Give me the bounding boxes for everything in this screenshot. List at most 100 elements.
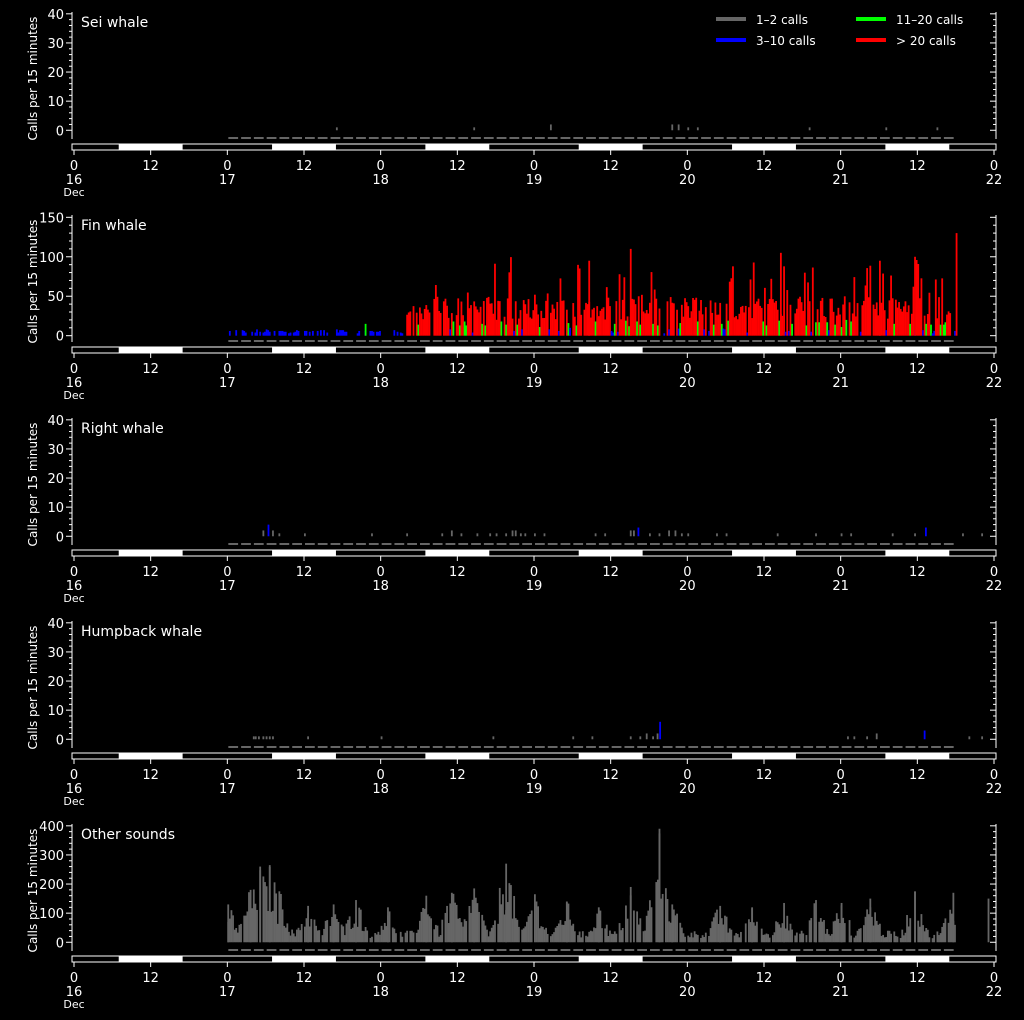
bar bbox=[633, 530, 635, 537]
bar bbox=[450, 313, 453, 336]
bar bbox=[730, 929, 733, 943]
bar bbox=[586, 304, 589, 336]
bar bbox=[489, 931, 492, 943]
bar bbox=[554, 319, 557, 336]
bar bbox=[767, 934, 769, 943]
bar bbox=[235, 330, 238, 336]
bar bbox=[850, 935, 853, 943]
bar bbox=[415, 932, 418, 943]
bar bbox=[248, 892, 250, 943]
y-tick-label: 30 bbox=[47, 443, 64, 458]
bar bbox=[883, 937, 886, 943]
bar bbox=[514, 301, 517, 336]
bar bbox=[893, 931, 896, 943]
bar bbox=[845, 319, 848, 336]
bar bbox=[468, 308, 471, 336]
bar bbox=[613, 323, 616, 336]
bar bbox=[288, 333, 290, 336]
bar bbox=[863, 300, 865, 336]
bars bbox=[335, 124, 939, 131]
bar bbox=[626, 918, 629, 943]
bar bbox=[490, 927, 493, 943]
x-day-label: 22 bbox=[986, 985, 1003, 1000]
bar bbox=[968, 736, 971, 740]
bar bbox=[594, 321, 597, 336]
bar bbox=[545, 927, 547, 943]
bar bbox=[781, 315, 784, 336]
bar bbox=[311, 330, 314, 336]
x-tick-label: 0 bbox=[223, 768, 231, 783]
bar bbox=[508, 883, 511, 943]
bar bbox=[613, 931, 616, 943]
bar bbox=[562, 300, 565, 336]
bar bbox=[716, 909, 718, 943]
bar bbox=[310, 918, 313, 943]
bar bbox=[241, 330, 244, 336]
bar bbox=[688, 937, 691, 943]
bar bbox=[495, 533, 498, 537]
bar bbox=[447, 923, 450, 943]
bar bbox=[800, 930, 803, 943]
bar bbox=[621, 927, 624, 943]
bar bbox=[770, 278, 773, 336]
bar bbox=[725, 916, 728, 943]
x-day-label: 17 bbox=[219, 376, 236, 391]
bar bbox=[685, 302, 688, 336]
bar bbox=[748, 307, 750, 336]
bar bbox=[837, 307, 840, 336]
bar bbox=[874, 309, 877, 336]
bar bbox=[567, 903, 570, 943]
bar bbox=[594, 928, 597, 943]
legend: 1–2 calls 11–20 calls 3–10 calls > 20 calls bbox=[716, 13, 963, 48]
bar bbox=[288, 931, 290, 943]
bar bbox=[371, 533, 373, 537]
x-tick-label: 0 bbox=[70, 159, 78, 174]
bar bbox=[835, 315, 838, 336]
bar bbox=[771, 299, 774, 336]
y-tick-label: 30 bbox=[47, 646, 64, 661]
bar bbox=[618, 923, 621, 943]
bar bbox=[744, 305, 747, 336]
night-band bbox=[885, 347, 950, 353]
bar bbox=[933, 934, 936, 943]
bar bbox=[543, 929, 546, 943]
night-band bbox=[272, 144, 336, 150]
bar bbox=[939, 324, 942, 336]
bar bbox=[272, 530, 274, 537]
night-band bbox=[425, 753, 490, 759]
bar bbox=[495, 319, 498, 336]
y-tick-label: 100 bbox=[39, 907, 64, 922]
bar bbox=[954, 924, 956, 943]
bar bbox=[981, 533, 984, 537]
bar bbox=[425, 895, 428, 943]
day-night-bar bbox=[71, 955, 997, 963]
bar bbox=[783, 902, 785, 943]
bar bbox=[476, 533, 479, 537]
bar bbox=[457, 918, 460, 943]
bar bbox=[641, 294, 643, 336]
bar bbox=[497, 300, 500, 336]
bar bbox=[936, 127, 939, 131]
bar bbox=[605, 924, 608, 943]
bar bbox=[580, 937, 583, 943]
bar bbox=[297, 330, 300, 336]
bar bbox=[714, 302, 717, 336]
bar bbox=[779, 252, 782, 336]
bar bbox=[666, 899, 669, 943]
y-tick-label: 30 bbox=[47, 37, 64, 52]
bar bbox=[794, 935, 797, 943]
bar bbox=[787, 330, 790, 336]
bar bbox=[540, 926, 543, 943]
bar bbox=[898, 302, 900, 336]
x-tick-label: 0 bbox=[683, 768, 691, 783]
bar bbox=[925, 527, 927, 537]
bar bbox=[778, 320, 781, 336]
bar bbox=[789, 304, 792, 336]
x-tick-label: 12 bbox=[909, 565, 926, 580]
bar bbox=[879, 260, 881, 336]
bar bbox=[240, 923, 242, 943]
bar bbox=[815, 900, 817, 943]
bar bbox=[918, 926, 921, 943]
night-band bbox=[885, 144, 950, 150]
